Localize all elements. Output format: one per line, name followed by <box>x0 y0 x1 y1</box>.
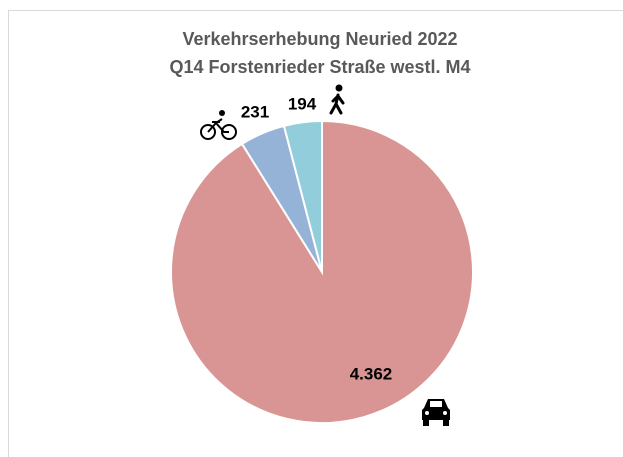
data-label: 4.362 <box>350 364 393 383</box>
chart-title: Verkehrserhebung Neuried 2022 <box>182 29 457 49</box>
chart-subtitle: Q14 Forstenrieder Straße westl. M4 <box>169 57 470 77</box>
car-icon <box>422 399 450 426</box>
data-label: 231 <box>241 102 269 121</box>
bike-icon <box>200 110 237 140</box>
pie <box>170 119 474 424</box>
pie-slice <box>282 119 323 273</box>
pedestrian-icon <box>329 84 345 115</box>
data-label: 194 <box>288 94 317 113</box>
